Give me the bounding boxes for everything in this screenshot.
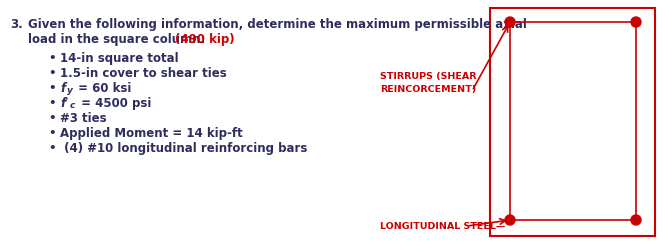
Text: LONGITUDINAL STEEL—: LONGITUDINAL STEEL— (380, 222, 505, 231)
Text: 1.5-in cover to shear ties: 1.5-in cover to shear ties (60, 67, 227, 80)
Text: y: y (67, 86, 73, 95)
Circle shape (631, 215, 641, 225)
Text: 3.: 3. (10, 18, 23, 31)
Text: load in the square column:: load in the square column: (28, 33, 210, 46)
Text: •: • (48, 52, 56, 65)
Text: Applied Moment = 14 kip-ft: Applied Moment = 14 kip-ft (60, 127, 243, 140)
Text: = 4500 psi: = 4500 psi (77, 97, 151, 110)
Text: •: • (48, 127, 56, 140)
Text: •: • (48, 67, 56, 80)
Circle shape (505, 17, 515, 27)
Bar (510, 22, 636, 220)
Text: f: f (60, 82, 65, 95)
Text: •: • (48, 82, 56, 95)
Text: STIRRUPS (SHEAR: STIRRUPS (SHEAR (380, 72, 477, 81)
Text: f′: f′ (60, 97, 68, 110)
Text: (4) #10 longitudinal reinforcing bars: (4) #10 longitudinal reinforcing bars (60, 142, 308, 155)
Text: c: c (70, 101, 76, 110)
Text: = 60 ksi: = 60 ksi (74, 82, 131, 95)
Bar (490, 8, 655, 236)
Text: •: • (48, 112, 56, 125)
Circle shape (631, 17, 641, 27)
Text: (490 kip): (490 kip) (175, 33, 235, 46)
Text: 14-in square total: 14-in square total (60, 52, 178, 65)
Text: •: • (48, 142, 56, 155)
Text: REINCORCEMENT): REINCORCEMENT) (380, 85, 476, 94)
Text: •: • (48, 97, 56, 110)
Text: Given the following information, determine the maximum permissible axial: Given the following information, determi… (28, 18, 527, 31)
Circle shape (505, 215, 515, 225)
Text: #3 ties: #3 ties (60, 112, 107, 125)
